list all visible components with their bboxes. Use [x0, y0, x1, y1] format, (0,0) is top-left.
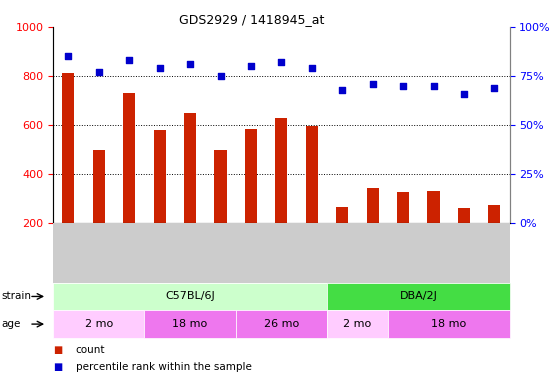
Text: 18 mo: 18 mo	[431, 319, 466, 329]
Text: GSM152262: GSM152262	[246, 226, 255, 281]
Text: percentile rank within the sample: percentile rank within the sample	[76, 362, 251, 372]
Bar	[184, 113, 196, 223]
Text: GSM152261: GSM152261	[216, 226, 225, 281]
Bar	[306, 126, 318, 223]
Text: GSM152270: GSM152270	[490, 226, 499, 281]
Text: GSM152267: GSM152267	[399, 226, 408, 281]
Text: GSM152256: GSM152256	[64, 226, 73, 281]
Text: ■: ■	[53, 362, 63, 372]
Text: GSM152264: GSM152264	[307, 226, 316, 281]
Bar	[123, 93, 136, 223]
Point	[64, 53, 73, 60]
Bar	[214, 149, 227, 223]
Point	[429, 83, 438, 89]
Point	[246, 63, 255, 69]
Point	[368, 81, 377, 87]
Point	[338, 87, 347, 93]
Text: GSM152266: GSM152266	[368, 226, 377, 281]
Point	[459, 91, 468, 97]
Bar	[62, 73, 74, 223]
Point	[155, 65, 164, 71]
Text: GSM152259: GSM152259	[155, 226, 164, 281]
Text: GSM152265: GSM152265	[338, 226, 347, 281]
Text: GSM152268: GSM152268	[429, 226, 438, 281]
Text: 2 mo: 2 mo	[343, 319, 372, 329]
Text: 18 mo: 18 mo	[172, 319, 208, 329]
Bar	[276, 118, 287, 223]
Point	[125, 57, 134, 63]
Text: count: count	[76, 345, 105, 355]
Text: GSM152257: GSM152257	[94, 226, 104, 281]
Point	[307, 65, 316, 71]
Bar	[367, 187, 379, 223]
Text: GDS2929 / 1418945_at: GDS2929 / 1418945_at	[179, 13, 325, 26]
Bar	[93, 149, 105, 223]
Bar	[153, 130, 166, 223]
Bar	[427, 191, 440, 223]
Bar	[488, 205, 501, 223]
Text: GSM152260: GSM152260	[185, 226, 195, 281]
Text: GSM152263: GSM152263	[277, 226, 286, 281]
Point	[277, 59, 286, 65]
Point	[94, 69, 103, 75]
Text: 26 mo: 26 mo	[264, 319, 299, 329]
Bar	[336, 207, 348, 223]
Bar	[397, 192, 409, 223]
Point	[186, 61, 195, 67]
Text: strain: strain	[1, 291, 31, 301]
Point	[216, 73, 225, 79]
Point	[399, 83, 408, 89]
Text: ■: ■	[53, 345, 63, 355]
Text: C57BL/6J: C57BL/6J	[165, 291, 215, 301]
Point	[490, 84, 499, 91]
Text: GSM152258: GSM152258	[125, 226, 134, 281]
Bar	[245, 129, 257, 223]
Text: DBA/2J: DBA/2J	[399, 291, 437, 301]
Text: 2 mo: 2 mo	[85, 319, 113, 329]
Text: GSM152269: GSM152269	[459, 226, 469, 281]
Text: age: age	[1, 319, 21, 329]
Bar	[458, 209, 470, 223]
